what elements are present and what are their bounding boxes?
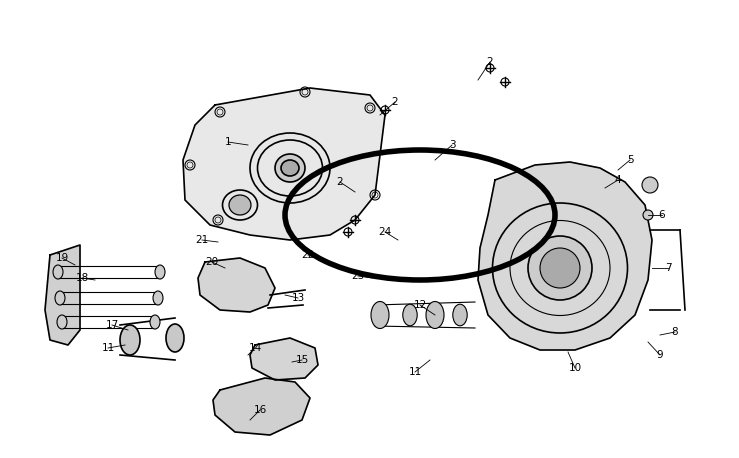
Circle shape: [528, 236, 592, 300]
Polygon shape: [478, 162, 652, 350]
Ellipse shape: [453, 304, 467, 326]
Ellipse shape: [371, 301, 389, 328]
Text: 22: 22: [302, 250, 315, 260]
Text: 8: 8: [672, 327, 678, 337]
Ellipse shape: [53, 265, 63, 279]
Text: 2: 2: [337, 177, 344, 187]
Ellipse shape: [281, 160, 299, 176]
Text: 16: 16: [253, 405, 267, 415]
Ellipse shape: [120, 325, 140, 355]
Ellipse shape: [229, 195, 251, 215]
Text: 11: 11: [101, 343, 115, 353]
Circle shape: [642, 177, 658, 193]
Circle shape: [540, 248, 580, 288]
Text: 2: 2: [487, 57, 494, 67]
Polygon shape: [198, 258, 275, 312]
Ellipse shape: [57, 315, 67, 329]
Polygon shape: [250, 338, 318, 380]
Text: 14: 14: [248, 343, 262, 353]
Text: 12: 12: [413, 300, 426, 310]
Text: 4: 4: [615, 175, 621, 185]
Text: 3: 3: [449, 140, 455, 150]
Text: 11: 11: [409, 367, 422, 377]
Text: 20: 20: [205, 257, 219, 267]
Text: 15: 15: [296, 355, 309, 365]
Ellipse shape: [153, 291, 163, 305]
Text: 17: 17: [106, 320, 119, 330]
Text: 13: 13: [291, 293, 304, 303]
Text: 1: 1: [225, 137, 231, 147]
Text: 5: 5: [627, 155, 633, 165]
Polygon shape: [183, 88, 385, 240]
Ellipse shape: [55, 291, 65, 305]
Circle shape: [643, 210, 653, 220]
Text: 18: 18: [75, 273, 89, 283]
Text: 23: 23: [351, 271, 364, 281]
Text: 2: 2: [392, 97, 398, 107]
Ellipse shape: [403, 304, 418, 326]
Polygon shape: [45, 245, 80, 345]
Text: 24: 24: [378, 227, 392, 237]
Ellipse shape: [150, 315, 160, 329]
Text: 6: 6: [658, 210, 665, 220]
Ellipse shape: [275, 154, 305, 182]
Text: 7: 7: [664, 263, 671, 273]
Polygon shape: [213, 378, 310, 435]
Ellipse shape: [426, 301, 444, 328]
Ellipse shape: [166, 324, 184, 352]
Text: 19: 19: [55, 253, 69, 263]
Text: 10: 10: [568, 363, 582, 373]
Text: 9: 9: [657, 350, 664, 360]
Ellipse shape: [155, 265, 165, 279]
Text: 21: 21: [195, 235, 208, 245]
